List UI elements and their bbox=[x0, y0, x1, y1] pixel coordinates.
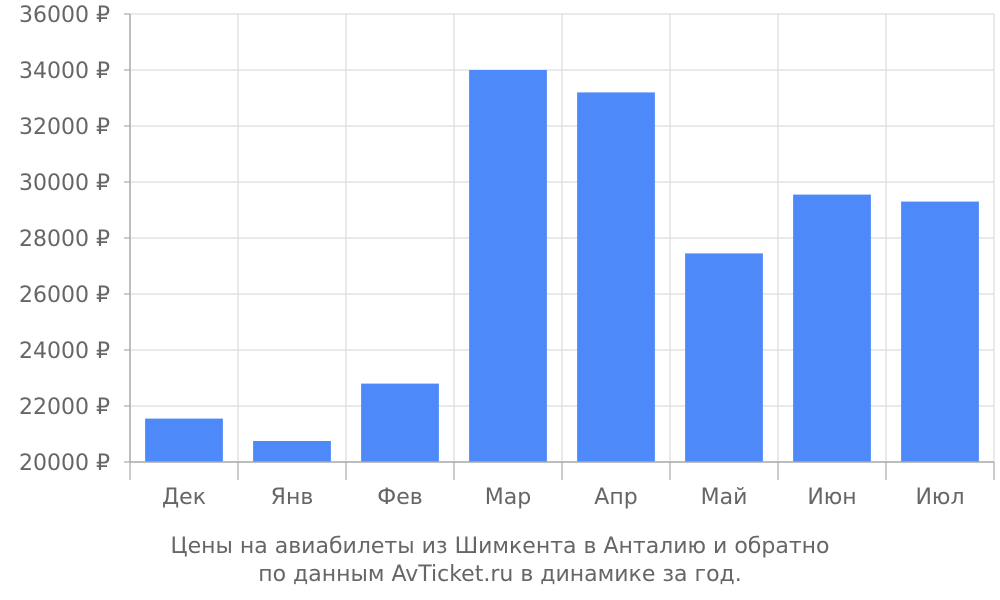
y-tick-label: 26000 ₽ bbox=[19, 283, 110, 308]
bar bbox=[793, 194, 871, 462]
bar bbox=[901, 201, 979, 462]
chart-caption-line-2: по данным AvTicket.ru в динамике за год. bbox=[258, 562, 742, 587]
x-tick-labels: Дек Янв Фев Мар Апр Май Июн Июл bbox=[162, 485, 965, 510]
bar bbox=[361, 383, 439, 462]
x-tick-label: Мар bbox=[485, 485, 531, 510]
y-tick-label: 22000 ₽ bbox=[19, 395, 110, 420]
bar bbox=[253, 441, 331, 462]
x-tick-label: Фев bbox=[377, 485, 422, 510]
y-tick-label: 30000 ₽ bbox=[19, 171, 110, 196]
axes bbox=[124, 13, 995, 480]
y-tick-label: 28000 ₽ bbox=[19, 227, 110, 252]
bars bbox=[145, 70, 979, 463]
chart-caption-line-1: Цены на авиабилеты из Шимкента в Анталию… bbox=[170, 534, 830, 559]
y-tick-label: 32000 ₽ bbox=[19, 115, 110, 140]
bar bbox=[469, 70, 547, 462]
bar bbox=[145, 418, 223, 462]
x-tick-label: Дек bbox=[162, 485, 206, 510]
x-tick-label: Июн bbox=[807, 485, 856, 510]
y-tick-label: 36000 ₽ bbox=[19, 3, 110, 28]
grid-lines bbox=[129, 13, 995, 463]
x-tick-label: Апр bbox=[594, 485, 637, 510]
y-tick-label: 20000 ₽ bbox=[19, 451, 110, 476]
x-tick-label: Янв bbox=[271, 485, 314, 510]
x-tick-label: Май bbox=[701, 485, 748, 510]
y-tick-label: 34000 ₽ bbox=[19, 59, 110, 84]
bar-chart: 20000 ₽ 22000 ₽ 24000 ₽ 26000 ₽ 28000 ₽ 30000… bbox=[19, 3, 995, 510]
y-tick-labels: 20000 ₽ 22000 ₽ 24000 ₽ 26000 ₽ 28000 ₽ 30000… bbox=[19, 3, 110, 476]
bar bbox=[577, 92, 655, 463]
bar bbox=[685, 253, 763, 462]
x-tick-label: Июл bbox=[915, 485, 964, 510]
y-tick-label: 24000 ₽ bbox=[19, 339, 110, 364]
